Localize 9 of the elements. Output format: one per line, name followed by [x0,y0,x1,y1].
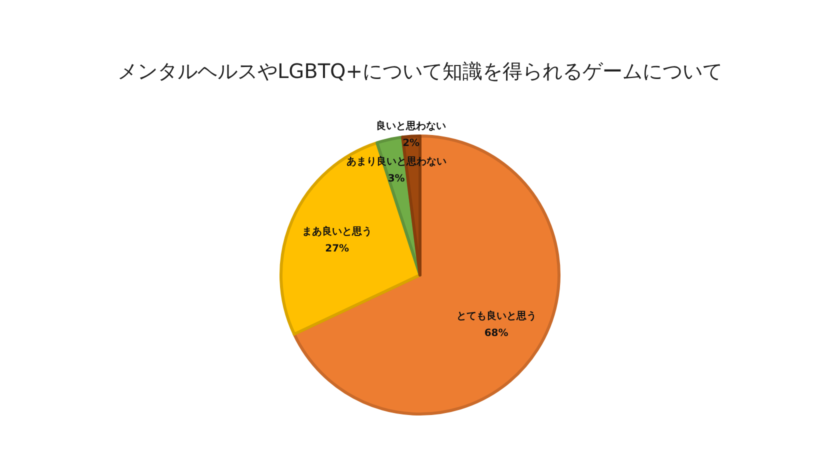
slice-label: 良いと思わない [376,120,446,132]
chart-title: メンタルヘルスやLGBTQ+について知識を得られるゲームについて [117,59,723,83]
slice-label: まあ良いと思う [302,226,372,238]
pie-slice [292,134,560,416]
slice-label: とても良いと思う [456,310,536,322]
data-label: 68% [484,328,508,339]
data-label: 3% [388,174,405,185]
data-label: 27% [325,244,350,255]
data-label: 2% [402,138,420,149]
